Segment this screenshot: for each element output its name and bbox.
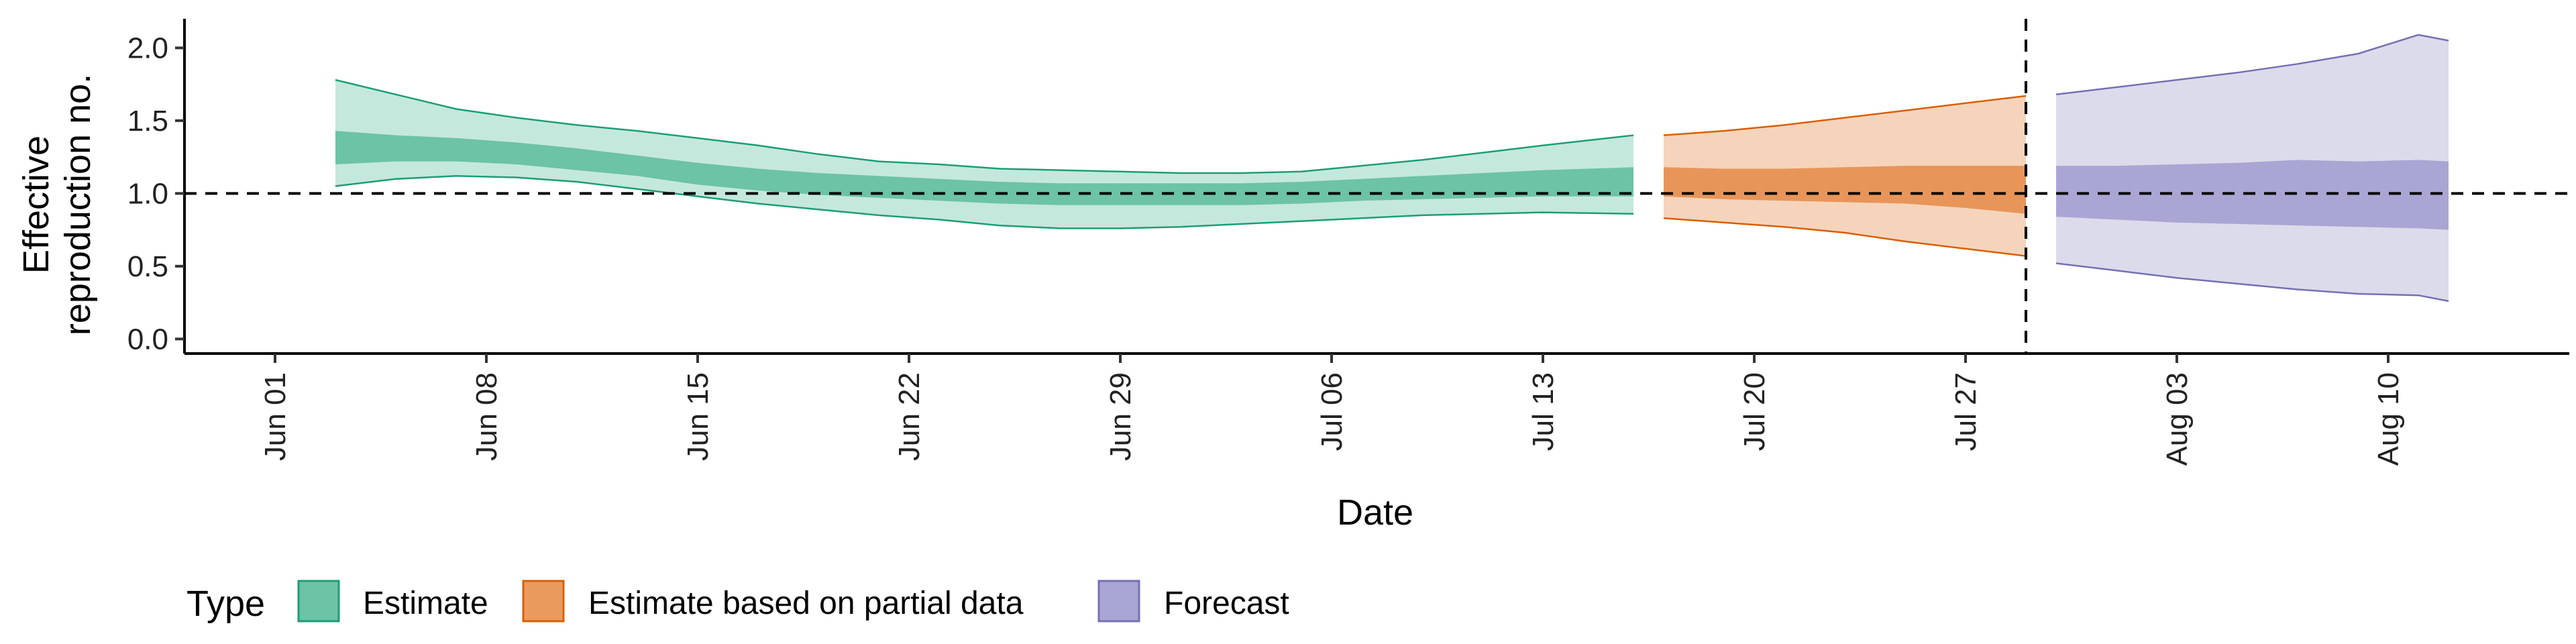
- legend-key-estimate: [297, 580, 340, 623]
- estimate-based-on-partial-data-lower-edge: [1663, 217, 2027, 257]
- estimate-lower-edge: [335, 175, 1634, 229]
- x-tick-label: Aug 03: [2161, 372, 2194, 466]
- legend-label-estimate: Estimate: [363, 586, 488, 621]
- y-tick-label: 0.5: [127, 250, 168, 283]
- x-tick-label: Aug 10: [2372, 372, 2405, 466]
- x-tick-label: Jul 20: [1738, 372, 1771, 451]
- x-tick-label: Jun 22: [893, 372, 926, 461]
- y-tick-label: 1.0: [127, 177, 168, 210]
- estimate-based-on-partial-data-upper-edge: [1663, 95, 2027, 136]
- forecast-inner-band: [2056, 160, 2449, 230]
- estimate-upper-edge: [335, 78, 1634, 174]
- y-tick-label: 1.5: [127, 105, 168, 138]
- estimate-based-on-partial-data-inner-band: [1664, 166, 2026, 214]
- legend: Type Estimate Estimate based on partial …: [186, 580, 1289, 624]
- forecast-lower-edge: [2055, 262, 2449, 303]
- legend-label-forecast: Forecast: [1164, 586, 1289, 621]
- legend-key-forecast: [1097, 580, 1140, 623]
- y-axis-title-line-2: reproduction no.: [58, 74, 98, 335]
- x-tick-label: Jul 13: [1527, 372, 1560, 451]
- legend-title: Type: [186, 584, 265, 624]
- x-tick-label: Jun 08: [470, 372, 503, 461]
- estimate-inner-band: [335, 131, 1633, 205]
- reference-lines: [184, 19, 2569, 354]
- legend-key-partial: [522, 580, 565, 623]
- x-tick-label: Jun 29: [1104, 372, 1137, 461]
- y-tick-label: 2.0: [127, 32, 168, 64]
- forecast-upper-edge: [2055, 34, 2449, 96]
- legend-label-partial: Estimate based on partial data: [588, 586, 1024, 621]
- ribbon-layer: [335, 34, 2449, 303]
- x-tick-label: Jul 06: [1316, 372, 1348, 451]
- x-axis-title: Date: [1337, 492, 1413, 533]
- x-tick-label: Jul 27: [1949, 372, 1982, 451]
- x-tick-label: Jun 01: [259, 372, 292, 461]
- y-tick-label: 0.0: [127, 323, 168, 356]
- y-axis-title-line-1: Effective: [16, 136, 56, 274]
- x-tick-label: Jun 15: [682, 372, 714, 461]
- axes: 0.0 0.5 1.0 1.5 2.0 Jun 01 Jun 08 Jun 15 Jun 22 J…: [127, 19, 2569, 466]
